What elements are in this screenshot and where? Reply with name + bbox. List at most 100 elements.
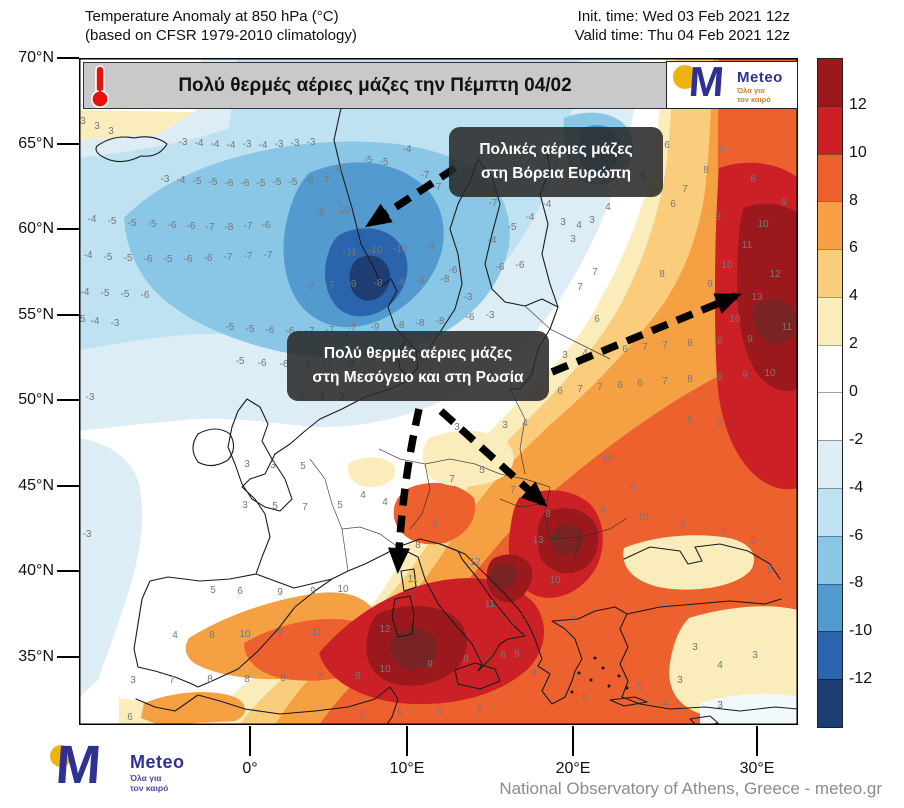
grid-value: -5 [124, 253, 133, 264]
grid-value: 4 [662, 698, 668, 709]
grid-value: -5 [380, 157, 389, 168]
lat-label: 45°N [18, 477, 54, 494]
grid-value: -6 [334, 164, 343, 175]
grid-value: -7 [421, 170, 430, 181]
grid-value: 9 [630, 482, 636, 493]
grid-value: -7 [433, 182, 442, 193]
colorbar-segment [818, 392, 842, 441]
grid-value: 4 [605, 202, 611, 213]
grid-value: -6 [141, 290, 150, 301]
grid-value: -7 [224, 252, 233, 263]
warm-anomaly-layers [185, 58, 798, 725]
coastlines [95, 107, 798, 725]
grid-value: -5 [508, 222, 517, 233]
grid-value: 11 [485, 599, 496, 610]
grid-value: 9 [707, 279, 713, 290]
grid-value: 4 [382, 497, 388, 508]
grid-value: -5 [128, 218, 137, 229]
grid-value: -5 [148, 219, 157, 230]
grid-value: 4 [172, 630, 178, 641]
meteo-logo-box: M Meteo Όλα για τον καιρό [666, 58, 798, 109]
colorbar-segment [818, 488, 842, 536]
grid-value: 3 [94, 121, 100, 132]
colorbar-label: -6 [849, 526, 864, 544]
grid-value: 6 [127, 712, 133, 723]
grid-value: 6 [237, 586, 243, 597]
grid-value: 9 [432, 520, 438, 531]
grid-value: -8 [396, 320, 405, 331]
lat-label: 50°N [18, 391, 54, 408]
colorbar-label: -12 [849, 670, 873, 688]
lat-tick [57, 485, 79, 487]
meteo-logo-dot [50, 745, 72, 767]
grid-value: 9 [747, 334, 753, 345]
grid-value: 5 [582, 692, 588, 703]
grid-value: 9 [531, 668, 537, 679]
grid-value: -3 [275, 139, 284, 150]
grid-value: 6 [617, 380, 623, 391]
lon-tick [756, 726, 758, 756]
grid-value: -8 [316, 207, 325, 218]
valid-time: Valid time: Thu 04 Feb 2021 12z [574, 27, 790, 44]
grid-value: 5 [300, 461, 306, 472]
grid-value: -5 [108, 216, 117, 227]
grid-value: 6 [670, 199, 676, 210]
grid-value: -8 [225, 222, 234, 233]
grid-value: -3 [83, 529, 92, 540]
lat-label: 40°N [18, 562, 54, 579]
grid-value: 7 [510, 485, 516, 496]
grid-value: 13 [532, 535, 544, 546]
grid-value: -6 [286, 326, 295, 337]
grid-value: -8 [374, 278, 383, 289]
callout-warm-line2: στη Μεσόγειο και στη Ρωσία [312, 369, 524, 386]
grid-value: -5 [236, 356, 245, 367]
grid-value: -5 [289, 177, 298, 188]
grid-value: -9 [371, 322, 380, 333]
colorbar-segment [818, 535, 842, 584]
grid-value: 7 [449, 474, 455, 485]
grid-value: 3 [570, 234, 576, 245]
run-times: Init. time: Wed 03 Feb 2021 12z Valid ti… [452, 7, 790, 45]
lat-tick [57, 570, 79, 572]
grid-value: 5 [210, 585, 216, 596]
grid-value: 3 [244, 459, 250, 470]
grid-value: 6 [397, 708, 403, 719]
grid-value: -6 [241, 178, 250, 189]
grid-value: -8 [416, 318, 425, 329]
grid-value: 8 [545, 509, 551, 520]
grid-value: -3 [464, 292, 473, 303]
grid-value: 9 [277, 628, 283, 639]
grid-value: 3 [130, 675, 136, 686]
grid-value: 3 [692, 642, 698, 653]
grid-value: 3 [80, 116, 86, 127]
callout-polar-line1: Πολικές αέριες μάζες [479, 141, 633, 158]
grid-value: -5 [121, 289, 130, 300]
grid-value: 10 [729, 314, 741, 325]
grid-value: 8 [207, 674, 213, 685]
grid-value: 4 [360, 490, 366, 501]
grid-value: 7 [720, 528, 726, 539]
colorbar-label: 8 [849, 191, 858, 209]
callout-polar-line2: στη Βόρεια Ευρώπη [481, 165, 631, 182]
grid-value: 3 [242, 500, 248, 511]
grid-value: 6 [477, 704, 483, 715]
grid-value: 3 [752, 650, 758, 661]
grid-value: -6 [305, 176, 314, 187]
grid-value: -3 [86, 392, 95, 403]
grid-value: 5 [479, 465, 485, 476]
grid-value: -4 [488, 235, 497, 246]
colorbar-segment [818, 440, 842, 489]
grid-value: 9 [717, 418, 723, 429]
grid-value: -7 [348, 323, 357, 334]
lat-tick [57, 57, 79, 59]
colorbar-segment [818, 631, 842, 680]
lon-tick [572, 726, 574, 756]
grid-value: 10 [337, 584, 349, 595]
grid-value: -3 [161, 174, 170, 185]
grid-value: -8 [416, 276, 425, 287]
grid-value: -3 [179, 137, 188, 148]
grid-value: -9 [348, 279, 357, 290]
grid-value: -6 [266, 325, 275, 336]
colorbar-label: -2 [849, 430, 864, 448]
grid-value: 8 [280, 673, 286, 684]
